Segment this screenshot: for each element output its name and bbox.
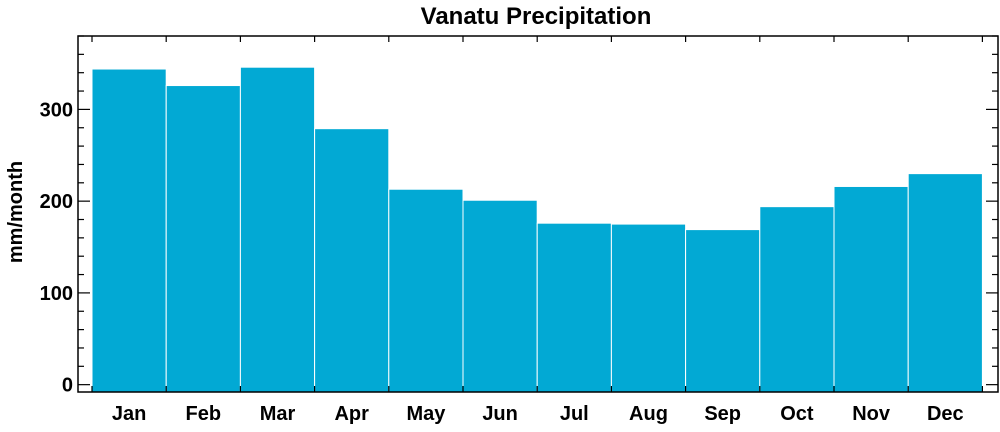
bar-aug	[610, 223, 687, 393]
x-tick-label-oct: Oct	[780, 403, 814, 425]
x-tick-labels: Jan Feb Mar Apr May Jun Jul Aug Sep Oct Nov Dec	[112, 403, 964, 425]
bar-dec	[907, 173, 983, 393]
y-tick-label: 100	[40, 283, 73, 305]
bar-apr	[314, 128, 390, 393]
x-tick-label-feb: Feb	[186, 403, 222, 425]
y-tick-label: 0	[62, 375, 73, 397]
y-axis-label: mm/month	[5, 161, 27, 263]
x-tick-label-nov: Nov	[852, 403, 891, 425]
bar-sep	[685, 229, 761, 393]
x-tick-label-mar: Mar	[260, 403, 296, 425]
x-tick-label-apr: Apr	[334, 403, 369, 425]
x-tick-label-dec: Dec	[927, 403, 964, 425]
plot-frame	[77, 35, 999, 393]
x-tick-label-may: May	[406, 403, 446, 425]
bar-jul	[536, 222, 612, 393]
bars-group	[91, 66, 983, 393]
y-tick-labels: 0 100 200 300	[40, 99, 73, 396]
bar-jan	[91, 68, 167, 393]
bar-mar	[239, 66, 316, 393]
chart-title: Vanatu Precipitation	[421, 3, 652, 30]
x-tick-label-jul: Jul	[560, 403, 589, 425]
bar-jun	[462, 199, 538, 393]
y-tick-label: 200	[40, 191, 73, 213]
x-tick-label-aug: Aug	[629, 403, 668, 425]
bar-nov	[833, 185, 909, 393]
x-tick-label-jan: Jan	[112, 403, 146, 425]
bar-oct	[759, 206, 835, 393]
bar-feb	[165, 85, 241, 393]
bar-may	[388, 188, 464, 393]
x-tick-label-jun: Jun	[482, 403, 518, 425]
y-tick-label: 300	[40, 99, 73, 121]
x-tick-label-sep: Sep	[704, 403, 741, 425]
